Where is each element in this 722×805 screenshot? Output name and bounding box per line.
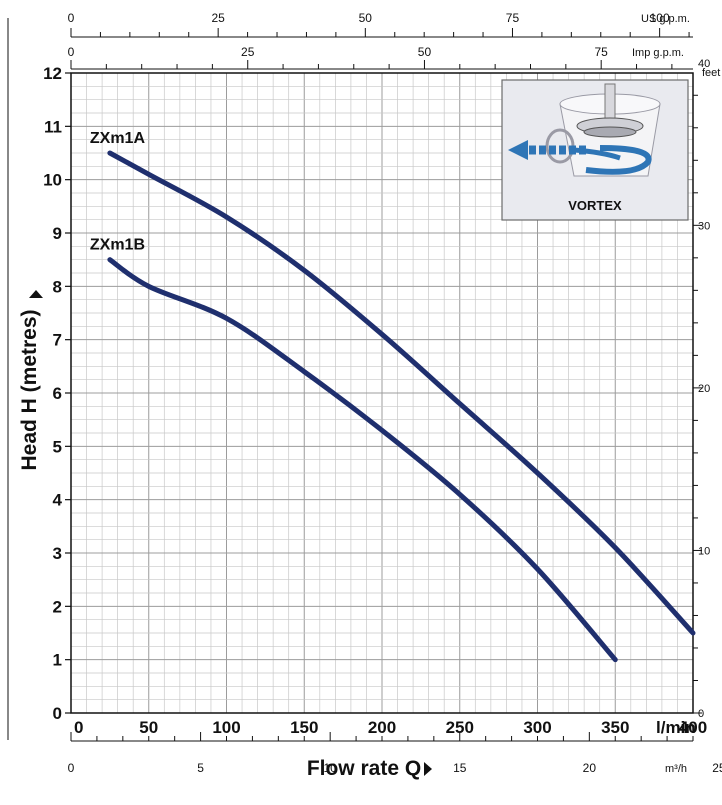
vortex-impeller-icon bbox=[508, 83, 661, 177]
y-axis-arrow-icon bbox=[29, 290, 43, 298]
feet-tick-label: 40 bbox=[698, 58, 710, 70]
y-tick-label: 9 bbox=[53, 224, 62, 243]
us-gpm-tick-label: 75 bbox=[506, 11, 520, 25]
x-tick-label: 400 bbox=[679, 718, 707, 737]
unit-m3h: m³/h bbox=[665, 763, 687, 775]
m3h-tick-label: 25 bbox=[712, 761, 722, 775]
vortex-inset: VORTEX bbox=[501, 79, 689, 221]
feet-tick-label: 30 bbox=[698, 220, 710, 232]
feet-tick-label: 0 bbox=[698, 708, 704, 720]
m3h-tick-label: 15 bbox=[453, 761, 467, 775]
x-tick-label: 100 bbox=[212, 718, 240, 737]
unit-us-gpm: US g.p.m. bbox=[641, 13, 690, 25]
y-tick-label: 7 bbox=[53, 331, 62, 350]
y-tick-label: 3 bbox=[53, 544, 62, 563]
x-axis-arrow-icon bbox=[424, 762, 432, 776]
unit-lmin: l/min bbox=[656, 718, 696, 737]
imp-gpm-tick-label: 25 bbox=[241, 45, 255, 59]
y-tick-label: 0 bbox=[53, 704, 62, 723]
x-axis-title: Flow rate Q bbox=[307, 757, 421, 780]
unit-imp-gpm: Imp g.p.m. bbox=[632, 47, 684, 59]
y-tick-label: 1 bbox=[53, 651, 62, 670]
x-tick-label: 250 bbox=[446, 718, 474, 737]
imp-gpm-tick-label: 0 bbox=[68, 45, 75, 59]
m3h-tick-label: 20 bbox=[583, 761, 597, 775]
x-tick-label: 150 bbox=[290, 718, 318, 737]
grid bbox=[71, 73, 693, 713]
us-gpm-tick-label: 0 bbox=[68, 11, 75, 25]
x-tick-label: 50 bbox=[139, 718, 158, 737]
vortex-label: VORTEX bbox=[568, 198, 622, 213]
series-line-ZXm1B bbox=[107, 257, 618, 663]
y-tick-label: 11 bbox=[44, 117, 62, 136]
x-tick-label: 300 bbox=[523, 718, 551, 737]
y-tick-label: 5 bbox=[53, 437, 62, 456]
us-gpm-tick-label: 100 bbox=[650, 11, 670, 25]
m3h-tick-label: 0 bbox=[68, 761, 75, 775]
y-tick-label: 12 bbox=[43, 64, 62, 83]
series-line-ZXm1A bbox=[107, 150, 696, 636]
x-tick-label: 350 bbox=[601, 718, 629, 737]
m3h-tick-label: 10 bbox=[323, 761, 337, 775]
series: ZXm1A ZXm1B bbox=[90, 130, 696, 663]
y-tick-label: 6 bbox=[53, 384, 62, 403]
x-tick-label: 200 bbox=[368, 718, 396, 737]
y-axis-title: Head H (metres) bbox=[18, 309, 41, 470]
feet-tick-label: 10 bbox=[698, 545, 710, 557]
series-label-ZXm1A: ZXm1A bbox=[90, 130, 146, 147]
imp-gpm-tick-label: 75 bbox=[595, 45, 609, 59]
feet-tick-label: 20 bbox=[698, 383, 710, 395]
y-tick-label: 4 bbox=[53, 491, 63, 510]
us-gpm-tick-label: 25 bbox=[211, 11, 225, 25]
m3h-tick-label: 5 bbox=[197, 761, 204, 775]
imp-gpm-tick-label: 50 bbox=[418, 45, 432, 59]
y-tick-label: 8 bbox=[53, 277, 62, 296]
x-tick-label: 0 bbox=[74, 718, 83, 737]
unit-feet: feet bbox=[702, 67, 720, 79]
y-tick-label: 2 bbox=[53, 597, 62, 616]
y-tick-label: 10 bbox=[43, 171, 62, 190]
series-label-ZXm1B: ZXm1B bbox=[90, 237, 145, 254]
us-gpm-tick-label: 50 bbox=[359, 11, 373, 25]
